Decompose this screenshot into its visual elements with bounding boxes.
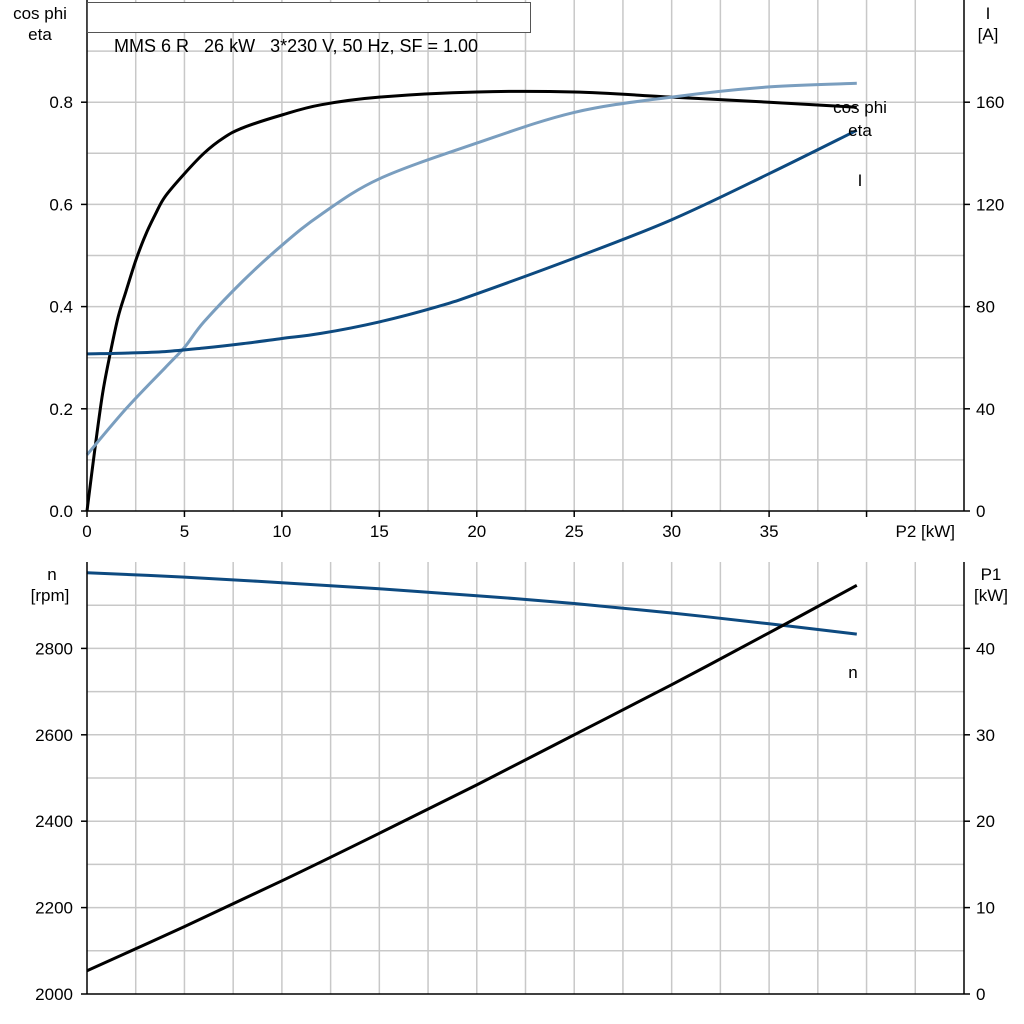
p1-line xyxy=(86,583,858,973)
header-power: 26 kW xyxy=(204,36,256,56)
speed-line xyxy=(86,571,857,636)
frame-layer xyxy=(81,0,970,995)
bottom-left-tick-label: 2800 xyxy=(35,639,73,658)
top-grid xyxy=(87,0,964,511)
top-right-tick-label: 40 xyxy=(976,400,995,419)
x-tick-label: 5 xyxy=(180,522,189,541)
bottom-right-tick-label: 30 xyxy=(976,726,995,745)
top-left-tick-label: 0.4 xyxy=(49,298,73,317)
bottom-left-tick-label: 2000 xyxy=(35,985,73,1004)
cos-phi-line xyxy=(85,81,857,456)
header-box: MMS 6 R 26 kW 3*230 V, 50 Hz, SF = 1.00 xyxy=(87,2,531,56)
speed-annotation: n xyxy=(848,663,857,682)
eta-annotation: eta xyxy=(848,121,872,140)
bottom-right-tick-label: 40 xyxy=(976,639,995,658)
top-right-tick-label: 120 xyxy=(976,195,1004,214)
bottom-right-axis-label-1: P1 xyxy=(981,565,1002,584)
series-layer xyxy=(85,81,858,973)
bottom-left-tick-label: 2400 xyxy=(35,812,73,831)
bottom-left-tick-label: 2200 xyxy=(35,899,73,918)
top-right-axis-label-2: [A] xyxy=(978,25,999,44)
eta-line xyxy=(85,89,857,512)
x-tick-label: 15 xyxy=(370,522,389,541)
top-left-axis-label-1: cos phi xyxy=(13,4,67,23)
bottom-right-axis-label-2: [kW] xyxy=(974,586,1008,605)
x-tick-label: 30 xyxy=(662,522,681,541)
header-model: MMS 6 R xyxy=(114,36,190,56)
header-supply: 3*230 V, 50 Hz, SF = 1.00 xyxy=(270,36,479,56)
bottom-left-axis-label-2: [rpm] xyxy=(31,586,70,605)
current-line xyxy=(86,128,858,356)
x-tick-label: 20 xyxy=(467,522,486,541)
bottom-right-tick-label: 20 xyxy=(976,812,995,831)
top-left-tick-label: 0.0 xyxy=(49,502,73,521)
x-axis-label: P2 [kW] xyxy=(895,522,955,541)
bottom-left-axis-label-1: n xyxy=(47,565,56,584)
top-left-tick-label: 0.2 xyxy=(49,400,73,419)
top-left-axis-label-2: eta xyxy=(28,25,52,44)
top-right-tick-label: 0 xyxy=(976,502,985,521)
header-spacer-1 xyxy=(189,36,204,56)
bottom-right-tick-label: 0 xyxy=(976,985,985,1004)
header-spacer-2 xyxy=(255,36,270,56)
top-right-tick-label: 80 xyxy=(976,298,995,317)
top-right-tick-label: 160 xyxy=(976,93,1004,112)
current-annotation: I xyxy=(858,171,863,190)
text-layer: 0.0 0.2 0.4 0.6 0.8 0 40 80 120 160 0 5 10 15 20 25 30 35… xyxy=(13,4,1008,1004)
top-right-axis-label-1: I xyxy=(986,4,991,23)
x-tick-label: 0 xyxy=(82,522,91,541)
top-left-tick-label: 0.8 xyxy=(49,93,73,112)
x-tick-label: 35 xyxy=(760,522,779,541)
bottom-left-tick-label: 2600 xyxy=(35,726,73,745)
x-tick-label: 10 xyxy=(272,522,291,541)
bottom-grid xyxy=(87,562,964,994)
x-tick-label: 25 xyxy=(565,522,584,541)
bottom-right-tick-label: 10 xyxy=(976,899,995,918)
cos-phi-annotation: cos phi xyxy=(833,98,887,117)
top-left-tick-label: 0.6 xyxy=(49,195,73,214)
